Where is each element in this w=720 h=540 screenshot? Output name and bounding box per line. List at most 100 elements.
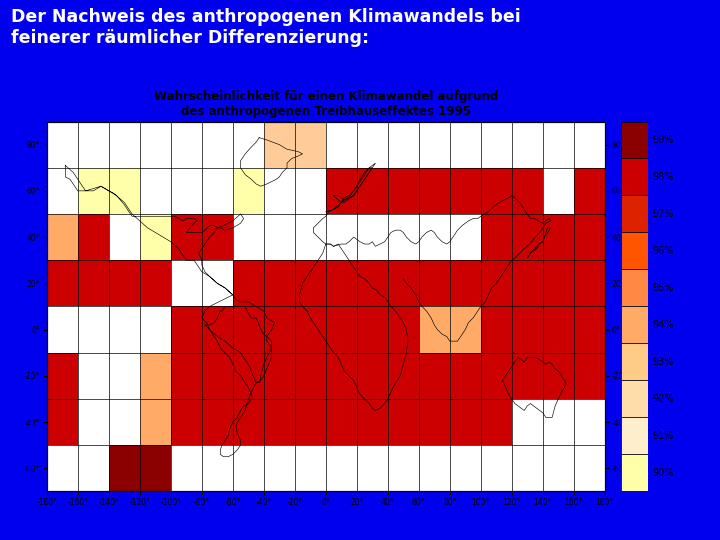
Bar (512, 353, 543, 399)
Bar (294, 353, 326, 399)
Bar (543, 307, 574, 353)
Bar (264, 353, 294, 399)
Bar (574, 353, 605, 399)
Bar (481, 168, 512, 214)
Bar (621, 417, 648, 455)
Bar (481, 353, 512, 399)
Bar (357, 260, 388, 307)
Text: 96%: 96% (652, 246, 673, 256)
Bar (357, 353, 388, 399)
Bar (450, 399, 481, 445)
Bar (621, 455, 648, 491)
Bar (419, 260, 450, 307)
Bar (388, 168, 419, 214)
Bar (140, 399, 171, 445)
Bar (450, 260, 481, 307)
Bar (512, 168, 543, 214)
Bar (294, 399, 326, 445)
Bar (264, 122, 294, 168)
Bar (109, 168, 140, 214)
Bar (450, 353, 481, 399)
Bar (357, 168, 388, 214)
Bar (621, 269, 648, 307)
Bar (543, 260, 574, 307)
Bar (233, 353, 264, 399)
Bar (621, 195, 648, 232)
Bar (171, 353, 202, 399)
Bar (621, 158, 648, 195)
Bar (294, 260, 326, 307)
Bar (264, 307, 294, 353)
Bar (78, 168, 109, 214)
Bar (109, 445, 140, 491)
Bar (621, 232, 648, 269)
Bar (512, 214, 543, 260)
Bar (171, 214, 202, 260)
Bar (450, 168, 481, 214)
Bar (140, 214, 171, 260)
Bar (574, 260, 605, 307)
Bar (512, 307, 543, 353)
Bar (357, 307, 388, 353)
Bar (388, 353, 419, 399)
Bar (264, 260, 294, 307)
Text: 92%: 92% (652, 394, 674, 404)
Bar (78, 214, 109, 260)
Bar (140, 445, 171, 491)
Bar (481, 399, 512, 445)
Bar (326, 399, 357, 445)
Text: 91%: 91% (652, 431, 673, 441)
Bar (419, 168, 450, 214)
Bar (621, 307, 648, 343)
Text: 93%: 93% (652, 357, 673, 367)
Bar (388, 399, 419, 445)
Text: 94%: 94% (652, 320, 673, 330)
Bar (264, 399, 294, 445)
Bar (326, 353, 357, 399)
Bar (202, 307, 233, 353)
Bar (450, 307, 481, 353)
Bar (419, 307, 450, 353)
Bar (388, 260, 419, 307)
Bar (481, 214, 512, 260)
Bar (621, 343, 648, 380)
Bar (47, 260, 78, 307)
Text: 98%: 98% (652, 172, 673, 182)
Bar (202, 353, 233, 399)
Bar (621, 122, 648, 159)
Bar (78, 260, 109, 307)
Bar (419, 399, 450, 445)
Bar (140, 260, 171, 307)
Bar (326, 168, 357, 214)
Bar (388, 307, 419, 353)
Bar (47, 214, 78, 260)
Bar (171, 307, 202, 353)
Bar (481, 307, 512, 353)
Bar (481, 260, 512, 307)
Bar (543, 353, 574, 399)
Text: Der Nachweis des anthropogenen Klimawandels bei
feinerer räumlicher Differenzier: Der Nachweis des anthropogenen Klimawand… (11, 8, 521, 47)
Bar (233, 399, 264, 445)
Bar (233, 260, 264, 307)
Text: 97%: 97% (652, 209, 674, 219)
Bar (109, 260, 140, 307)
Bar (574, 214, 605, 260)
Bar (574, 307, 605, 353)
Bar (233, 168, 264, 214)
Bar (47, 353, 78, 399)
Bar (202, 399, 233, 445)
Bar (171, 399, 202, 445)
Bar (357, 399, 388, 445)
Bar (294, 122, 326, 168)
Bar (47, 399, 78, 445)
Bar (326, 260, 357, 307)
Bar (140, 353, 171, 399)
Bar (326, 307, 357, 353)
Text: 90%: 90% (652, 468, 673, 478)
Bar (202, 214, 233, 260)
Bar (574, 168, 605, 214)
Text: 99%: 99% (652, 135, 673, 145)
Bar (621, 381, 648, 417)
Bar (512, 260, 543, 307)
Bar (294, 307, 326, 353)
